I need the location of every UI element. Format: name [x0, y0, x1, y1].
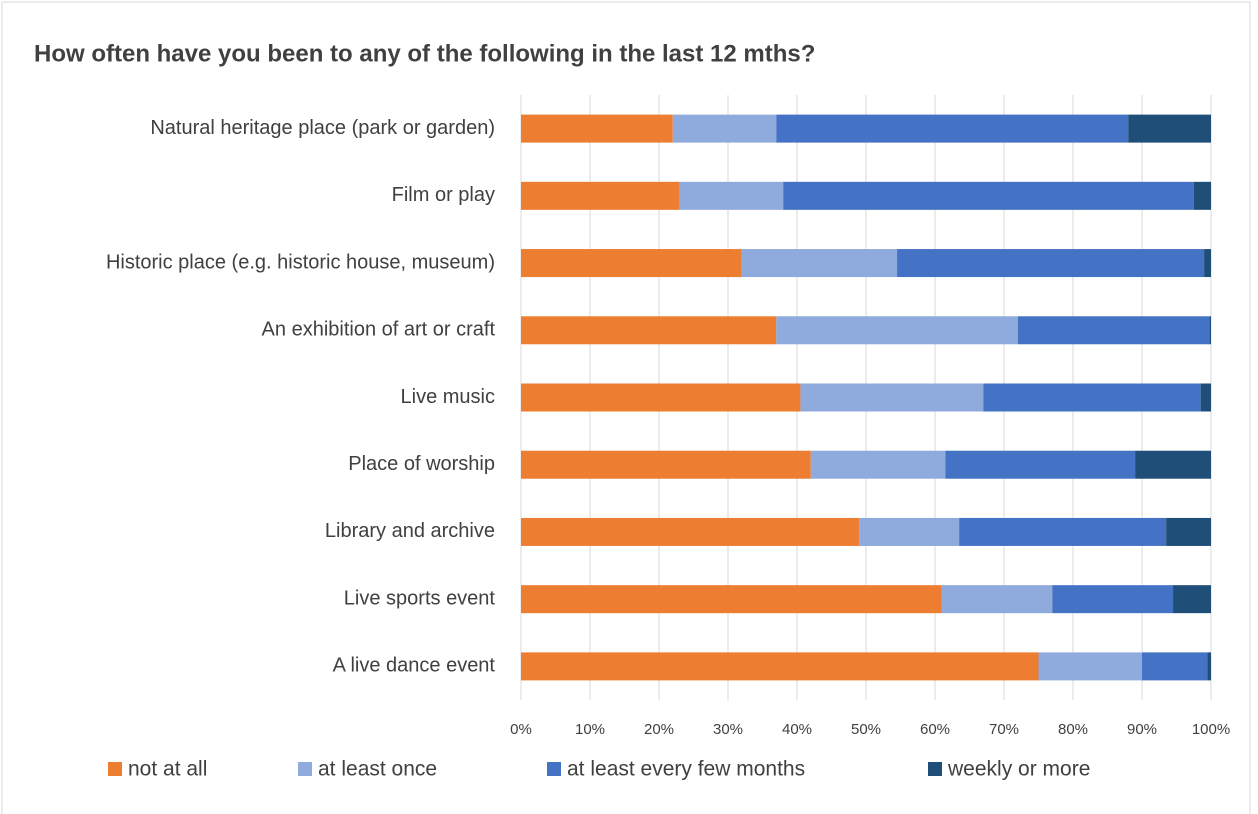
y-tick-label: An exhibition of art or craft — [262, 319, 496, 341]
bar-segment — [959, 517, 1167, 546]
x-tick-label: 10% — [575, 721, 605, 738]
bar-segment — [1207, 652, 1211, 681]
x-tick-label: 20% — [644, 721, 674, 738]
legend-label: at least once — [318, 758, 437, 781]
x-tick-label: 30% — [713, 721, 743, 738]
bar-segment — [1052, 585, 1174, 614]
bar-segment — [1173, 585, 1211, 614]
legend-swatch — [298, 762, 312, 776]
bar-segment — [810, 450, 946, 479]
bar-segment — [1204, 249, 1211, 278]
bar-segment — [776, 316, 1018, 345]
bar-segment — [1209, 316, 1211, 345]
y-tick-label: Film or play — [392, 184, 495, 206]
bar-segment — [741, 249, 898, 278]
bar-segment — [521, 450, 811, 479]
legend-label: not at all — [128, 758, 207, 781]
bar-segment — [800, 383, 984, 412]
bar-segment — [897, 249, 1205, 278]
bar-segment — [983, 383, 1201, 412]
y-tick-label: Place of worship — [348, 453, 495, 475]
x-tick-label: 60% — [920, 721, 950, 738]
bar-segment — [1200, 383, 1211, 412]
bar-segment — [1135, 450, 1211, 479]
bar-segment — [1017, 316, 1210, 345]
bar-segment — [1166, 517, 1211, 546]
bar-segment — [1038, 652, 1142, 681]
y-tick-label: Live music — [401, 386, 495, 408]
x-tick-label: 50% — [851, 721, 881, 738]
x-tick-label: 90% — [1127, 721, 1157, 738]
x-tick-label: 80% — [1058, 721, 1088, 738]
bar-segment — [776, 114, 1129, 143]
bar-segment — [521, 517, 860, 546]
bar-segment — [521, 181, 680, 210]
bar-segment — [521, 652, 1039, 681]
chart-title: How often have you been to any of the fo… — [34, 40, 815, 67]
bar-segment — [941, 585, 1053, 614]
legend-swatch — [108, 762, 122, 776]
bar-segment — [521, 249, 742, 278]
y-tick-label: Library and archive — [325, 520, 495, 542]
bar-segment — [859, 517, 960, 546]
y-tick-label: Natural heritage place (park or garden) — [150, 117, 495, 139]
legend-label: at least every few months — [567, 758, 805, 781]
bar-segment — [1128, 114, 1211, 143]
bar-segment — [783, 181, 1194, 210]
bar-segment — [521, 316, 777, 345]
y-tick-label: Historic place (e.g. historic house, mus… — [106, 251, 495, 273]
bar-segment — [1142, 652, 1208, 681]
legend-swatch — [547, 762, 561, 776]
bar-segment — [672, 114, 777, 143]
x-tick-label: 70% — [989, 721, 1019, 738]
bar-segment — [521, 585, 942, 614]
y-tick-label: Live sports event — [344, 587, 496, 609]
bar-segment — [521, 383, 801, 412]
legend-swatch — [928, 762, 942, 776]
x-tick-label: 100% — [1192, 721, 1230, 738]
bar-segment — [521, 114, 673, 143]
x-tick-label: 40% — [782, 721, 812, 738]
x-tick-label: 0% — [510, 721, 532, 738]
y-tick-label: A live dance event — [333, 655, 496, 677]
bar-segment — [1193, 181, 1211, 210]
bar-segment — [679, 181, 784, 210]
bar-segment — [945, 450, 1136, 479]
legend-label: weekly or more — [947, 758, 1090, 781]
